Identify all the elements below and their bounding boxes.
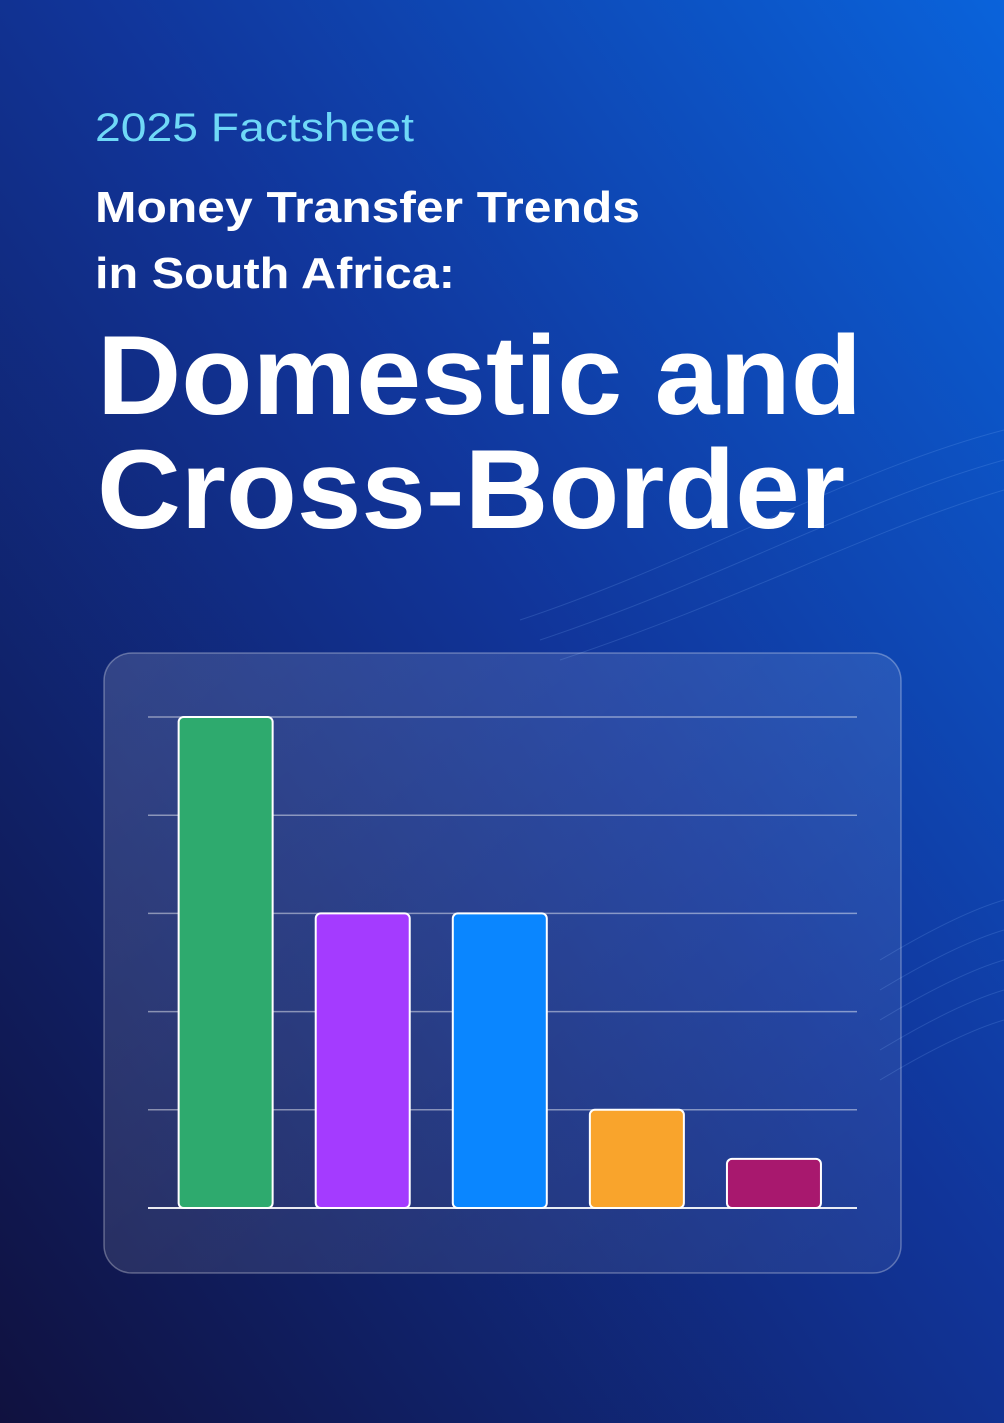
subtitle-line: in South Africa: — [95, 249, 455, 298]
plot — [148, 716, 857, 1210]
bar — [725, 1157, 822, 1210]
subtitle-line: Money Transfer Trends — [95, 183, 640, 232]
kicker: 2025 Factsheet — [95, 106, 414, 150]
bar — [177, 716, 274, 1209]
bar — [588, 1108, 685, 1210]
title-line: Cross-Border — [97, 427, 845, 552]
title-line: Domestic and — [97, 313, 862, 438]
bar — [314, 912, 411, 1210]
bar — [451, 912, 548, 1210]
